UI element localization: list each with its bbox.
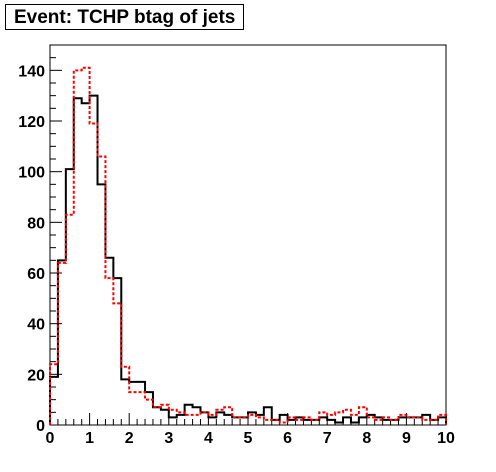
y-tick-label: 120	[18, 114, 45, 131]
y-tick-label: 40	[27, 317, 45, 334]
y-tick-labels: 0 20 40 60 80 100 120 140	[18, 63, 45, 435]
x-tick-labels: 0 1 2 3 4 5 6 7 8 9 10	[46, 430, 455, 447]
y-tick-label: 100	[18, 165, 45, 182]
x-tick-label: 0	[46, 430, 55, 447]
y-tick-label: 60	[27, 266, 45, 283]
series-solid-histogram	[49, 94, 447, 425]
plot-frame	[49, 44, 447, 426]
x-tick-label: 6	[283, 430, 292, 447]
y-tick-label: 0	[36, 418, 45, 435]
x-tick-label: 3	[164, 430, 173, 447]
x-tick-label: 1	[85, 430, 94, 447]
y-tick-label: 20	[27, 367, 45, 384]
x-tick-label: 2	[125, 430, 134, 447]
chart-title: Event: TCHP btag of jets	[5, 4, 245, 30]
x-tick-label: 4	[204, 430, 213, 447]
x-tick-label: 7	[323, 430, 332, 447]
x-tick-label: 9	[402, 430, 411, 447]
x-tick-label: 5	[244, 430, 253, 447]
x-tick-label: 8	[362, 430, 371, 447]
series-dashed-histogram	[49, 66, 447, 425]
series-layer	[49, 66, 447, 425]
y-tick-label: 80	[27, 215, 45, 232]
y-tick-label: 140	[18, 63, 45, 80]
x-tick-label: 10	[437, 430, 455, 447]
axis-ticks	[49, 44, 447, 426]
